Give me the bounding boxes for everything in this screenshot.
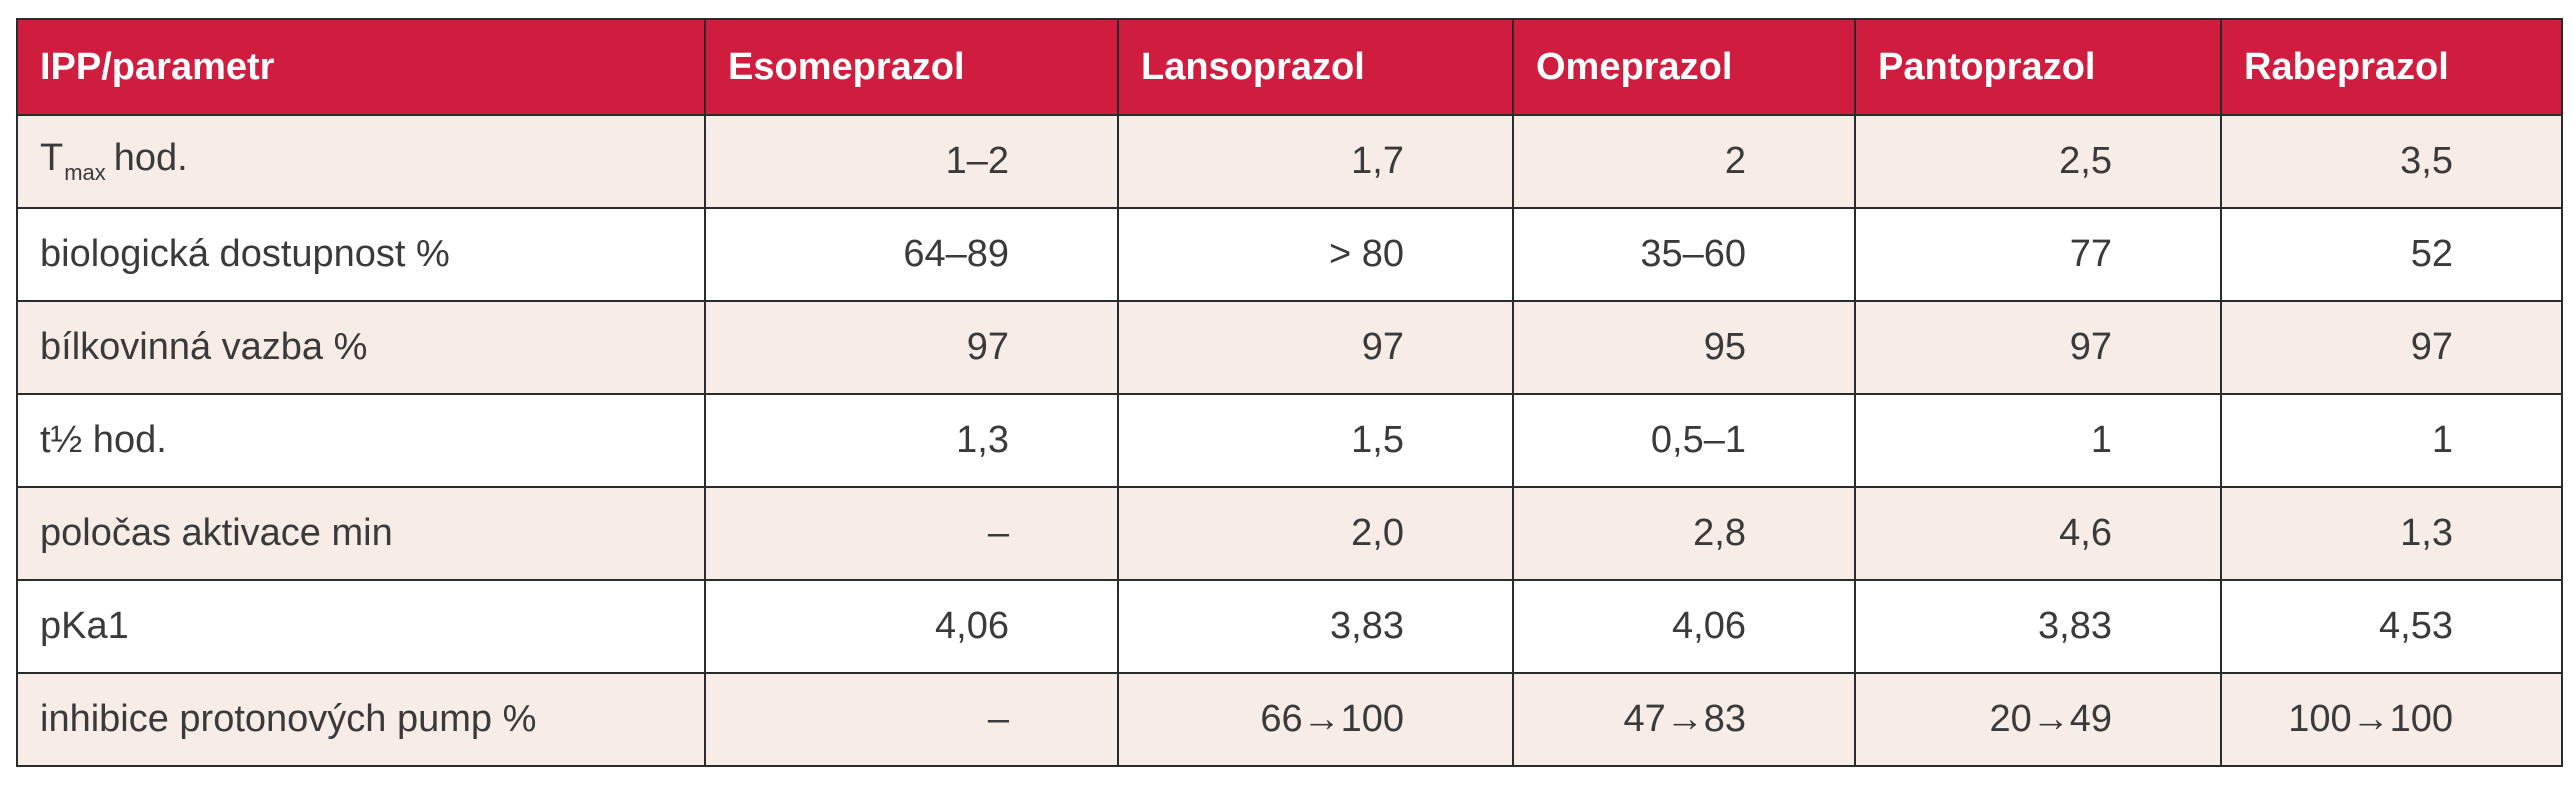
tmax-unit: hod. [113, 137, 188, 179]
cell-pka1-rabeprazol: 4,53 [2220, 579, 2563, 674]
cell-tmax-rabeprazol: 3,5 [2220, 114, 2563, 209]
cell-tmax-esomeprazol: 1–2 [704, 114, 1119, 209]
cell-protein-binding-esomeprazol: 97 [704, 300, 1119, 395]
row-label-activation-half-life: poločas aktivace min [16, 486, 706, 581]
cell-activation-pantoprazol: 4,6 [1854, 486, 2222, 581]
cell-half-life-lansoprazol: 1,5 [1117, 393, 1514, 488]
tmax-subscript: max [64, 160, 106, 185]
table-row-protein-binding: bílkovinná vazba % 97 97 95 97 97 [16, 300, 2563, 395]
cell-inhibition-esomeprazol: – [704, 672, 1119, 767]
ppi-parameters-table: IPP/parametr Esomeprazol Lansoprazol Ome… [16, 18, 2563, 767]
row-label-half-life: t½ hod. [16, 393, 706, 488]
cell-protein-binding-pantoprazol: 97 [1854, 300, 2222, 395]
table-row-activation-half-life: poločas aktivace min – 2,0 2,8 4,6 1,3 [16, 486, 2563, 581]
cell-tmax-omeprazol: 2 [1512, 114, 1856, 209]
cell-pka1-lansoprazol: 3,83 [1117, 579, 1514, 674]
row-label-pump-inhibition: inhibice protonových pump % [16, 672, 706, 767]
cell-inhibition-pantoprazol: 20→49 [1854, 672, 2222, 767]
cell-activation-omeprazol: 2,8 [1512, 486, 1856, 581]
table-row-pump-inhibition: inhibice protonových pump % – 66→100 47→… [16, 672, 2563, 767]
cell-protein-binding-omeprazol: 95 [1512, 300, 1856, 395]
cell-protein-binding-lansoprazol: 97 [1117, 300, 1514, 395]
table-row-bioavailability: biologická dostupnost % 64–89 > 80 35–60… [16, 207, 2563, 302]
header-parameter: IPP/parametr [16, 18, 706, 116]
cell-half-life-pantoprazol: 1 [1854, 393, 2222, 488]
cell-activation-esomeprazol: – [704, 486, 1119, 581]
table-row-tmax: Tmax hod. 1–2 1,7 2 2,5 3,5 [16, 114, 2563, 209]
header-lansoprazol: Lansoprazol [1117, 18, 1514, 116]
table-header-row: IPP/parametr Esomeprazol Lansoprazol Ome… [16, 18, 2563, 116]
cell-half-life-esomeprazol: 1,3 [704, 393, 1119, 488]
cell-tmax-pantoprazol: 2,5 [1854, 114, 2222, 209]
cell-half-life-omeprazol: 0,5–1 [1512, 393, 1856, 488]
cell-tmax-lansoprazol: 1,7 [1117, 114, 1514, 209]
cell-bioavailability-pantoprazol: 77 [1854, 207, 2222, 302]
row-label-bioavailability: biologická dostupnost % [16, 207, 706, 302]
cell-inhibition-omeprazol: 47→83 [1512, 672, 1856, 767]
row-label-tmax: Tmax hod. [16, 114, 706, 209]
cell-pka1-esomeprazol: 4,06 [704, 579, 1119, 674]
cell-half-life-rabeprazol: 1 [2220, 393, 2563, 488]
cell-activation-lansoprazol: 2,0 [1117, 486, 1514, 581]
cell-bioavailability-lansoprazol: > 80 [1117, 207, 1514, 302]
header-pantoprazol: Pantoprazol [1854, 18, 2222, 116]
cell-inhibition-lansoprazol: 66→100 [1117, 672, 1514, 767]
cell-bioavailability-omeprazol: 35–60 [1512, 207, 1856, 302]
row-label-protein-binding: bílkovinná vazba % [16, 300, 706, 395]
cell-inhibition-rabeprazol: 100→100 [2220, 672, 2563, 767]
header-omeprazol: Omeprazol [1512, 18, 1856, 116]
cell-protein-binding-rabeprazol: 97 [2220, 300, 2563, 395]
cell-bioavailability-esomeprazol: 64–89 [704, 207, 1119, 302]
header-rabeprazol: Rabeprazol [2220, 18, 2563, 116]
table-row-pka1: pKa1 4,06 3,83 4,06 3,83 4,53 [16, 579, 2563, 674]
cell-pka1-pantoprazol: 3,83 [1854, 579, 2222, 674]
table-row-half-life: t½ hod. 1,3 1,5 0,5–1 1 1 [16, 393, 2563, 488]
header-esomeprazol: Esomeprazol [704, 18, 1119, 116]
cell-bioavailability-rabeprazol: 52 [2220, 207, 2563, 302]
table-container: IPP/parametr Esomeprazol Lansoprazol Ome… [16, 18, 2563, 767]
cell-activation-rabeprazol: 1,3 [2220, 486, 2563, 581]
cell-pka1-omeprazol: 4,06 [1512, 579, 1856, 674]
row-label-pka1: pKa1 [16, 579, 706, 674]
tmax-symbol: T [40, 137, 64, 179]
